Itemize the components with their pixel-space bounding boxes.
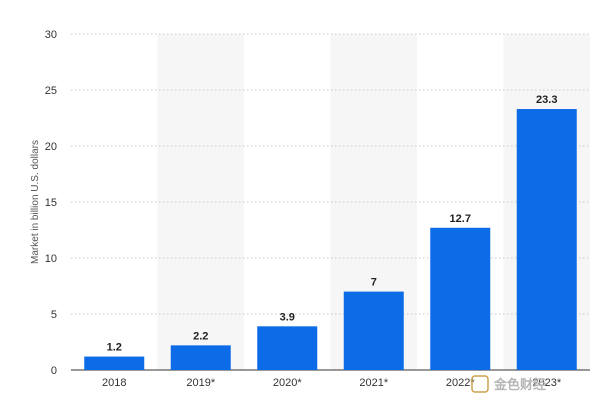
y-tick-label: 30 bbox=[45, 29, 57, 41]
watermark-logo-icon bbox=[471, 375, 489, 393]
bar-2023 bbox=[516, 109, 577, 370]
watermark: 金色财经 bbox=[471, 375, 546, 393]
data-label: 12.7 bbox=[450, 213, 471, 225]
x-tick-label: 2019* bbox=[186, 377, 215, 389]
x-tick-label: 2021* bbox=[359, 377, 388, 389]
bar-2018 bbox=[84, 356, 145, 370]
bar-2021 bbox=[343, 291, 404, 370]
x-tick-label: 2018 bbox=[102, 377, 126, 389]
bar-2020 bbox=[257, 326, 318, 370]
x-tick-label: 2023* bbox=[532, 377, 561, 389]
y-axis-ticks: 0 5 10 15 20 25 30 bbox=[45, 29, 57, 377]
data-label: 3.9 bbox=[280, 311, 295, 323]
x-axis-ticks: 2018 2019* 2020* 2021* 2022* 2023* bbox=[102, 377, 562, 389]
data-label: 1.2 bbox=[107, 342, 122, 354]
y-axis-label: Market in billion U.S. dollars bbox=[30, 140, 41, 264]
y-tick-label: 25 bbox=[45, 85, 57, 97]
data-label: 2.2 bbox=[193, 330, 208, 342]
y-tick-label: 5 bbox=[51, 309, 57, 321]
x-tick-label: 2022* bbox=[446, 377, 475, 389]
bar-2022 bbox=[430, 227, 491, 370]
bar-2019 bbox=[170, 345, 231, 370]
data-label: 7 bbox=[371, 277, 377, 289]
bars bbox=[84, 109, 577, 370]
y-tick-label: 15 bbox=[45, 197, 57, 209]
data-labels: 1.2 2.2 3.9 7 12.7 23.3 bbox=[107, 94, 558, 354]
watermark-text: 金色财经 bbox=[493, 377, 546, 392]
y-tick-label: 10 bbox=[45, 253, 57, 265]
data-label: 23.3 bbox=[536, 94, 557, 106]
gridlines bbox=[71, 33, 590, 315]
y-tick-label: 0 bbox=[51, 365, 57, 377]
x-tick-label: 2020* bbox=[273, 377, 302, 389]
y-tick-label: 20 bbox=[45, 141, 57, 153]
